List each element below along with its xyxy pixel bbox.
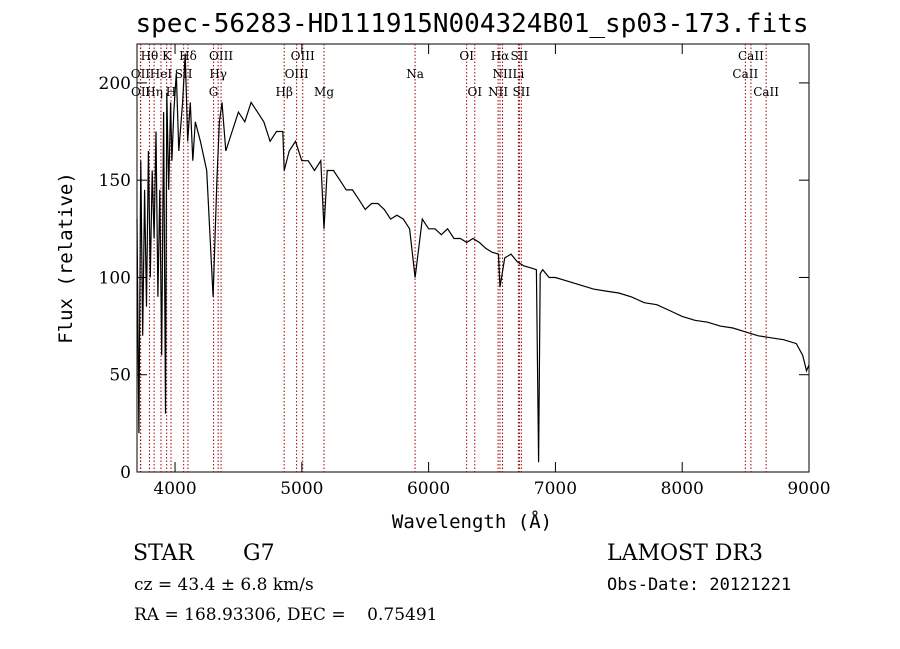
line-label-20: NII (493, 67, 513, 81)
line-label-17: OI (459, 49, 474, 63)
line-label-15: Mg (314, 85, 334, 99)
axis-ticks: 4000 5000 6000 7000 8000 9000 0 50 100 150 200 (99, 44, 831, 499)
object-class: STAR (133, 541, 195, 566)
line-label-8: Hδ (179, 49, 197, 63)
line-label-16: Na (406, 67, 424, 81)
x-tick-label-4: 8000 (661, 479, 704, 499)
x-axis-label: Wavelength (Å) (392, 510, 552, 533)
line-label-21: NII (488, 85, 508, 99)
x-tick-label-1: 5000 (280, 479, 323, 499)
chart-title: spec-56283-HD111915N004324B01_sp03-173.f… (135, 9, 808, 39)
x-tick-label-3: 7000 (534, 479, 577, 499)
line-label-19: Hα (491, 49, 510, 63)
line-label-10: Hγ (209, 67, 227, 81)
coordinates: RA = 168.93306, DEC = 0.75491 (134, 605, 437, 625)
obs-date: Obs-Date: 20121221 (607, 575, 791, 595)
spectral-line-markers (139, 44, 767, 472)
y-tick-label-3: 150 (99, 171, 131, 191)
line-label-12: Hβ (276, 85, 293, 99)
line-label-27: CaII (753, 85, 779, 99)
line-label-14: OIII (285, 67, 309, 81)
line-label-4: HeI (150, 67, 173, 81)
redshift-velocity: cz = 43.4 ± 6.8 km/s (134, 575, 314, 595)
y-tick-label-4: 200 (99, 74, 131, 94)
line-label-26: CaII (732, 67, 758, 81)
line-label-18: OI (467, 85, 482, 99)
line-label-23: Li (512, 67, 524, 81)
y-tick-label-2: 100 (99, 268, 131, 288)
line-label-2: OII (131, 85, 151, 99)
x-tick-label-5: 9000 (787, 479, 830, 499)
line-label-7: H (166, 85, 176, 99)
line-label-3: Hη (145, 85, 163, 99)
line-label-1: OII (131, 67, 151, 81)
x-tick-label-0: 4000 (153, 479, 196, 499)
survey-name: LAMOST DR3 (607, 541, 763, 566)
line-label-22: SII (511, 49, 529, 63)
y-axis-label: Flux (relative) (55, 172, 77, 344)
line-label-0: Hθ (141, 49, 159, 63)
line-label-24: SII (512, 85, 530, 99)
plot-frame (136, 43, 810, 473)
x-tick-label-2: 6000 (407, 479, 450, 499)
y-tick-label-0: 0 (120, 463, 131, 483)
line-label-9: OIII (209, 49, 233, 63)
line-label-25: CaII (738, 49, 764, 63)
line-label-11: G (209, 85, 219, 99)
line-label-13: OIII (291, 49, 315, 63)
subclass: G7 (243, 541, 275, 566)
line-label-5: K (162, 49, 172, 63)
y-tick-label-1: 50 (109, 366, 131, 386)
flux-series (136, 53, 810, 463)
series-line-flux (136, 53, 810, 463)
